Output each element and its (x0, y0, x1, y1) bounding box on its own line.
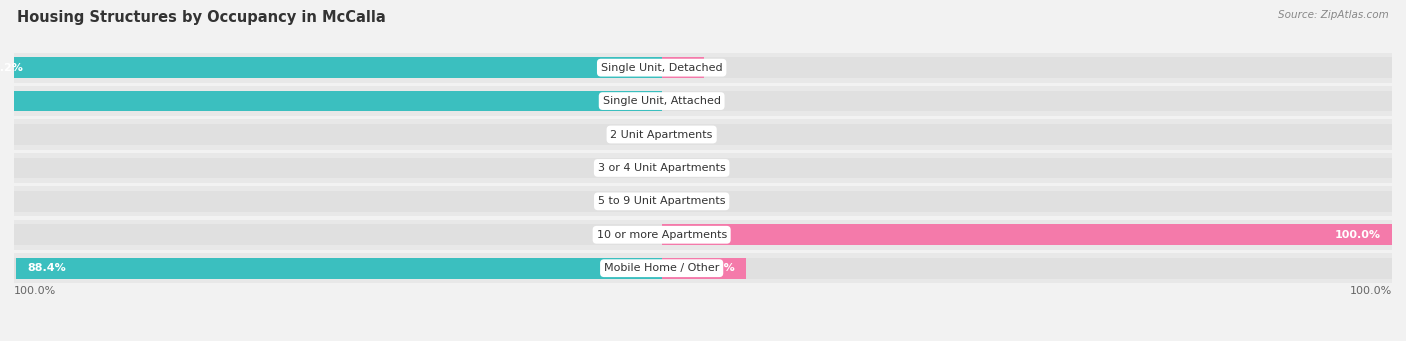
Text: 5 to 9 Unit Apartments: 5 to 9 Unit Apartments (598, 196, 725, 206)
Bar (0, 91, 662, 112)
Bar (662, 224, 1392, 245)
Text: 3 or 4 Unit Apartments: 3 or 4 Unit Apartments (598, 163, 725, 173)
Text: 0.0%: 0.0% (627, 230, 655, 240)
Text: 2 Unit Apartments: 2 Unit Apartments (610, 130, 713, 139)
Bar (662, 224, 1392, 245)
Text: 0.0%: 0.0% (669, 163, 697, 173)
Bar (0, 124, 662, 145)
Text: 11.6%: 11.6% (696, 263, 735, 273)
Bar (662, 91, 1392, 112)
Text: 100.0%: 100.0% (1334, 230, 1381, 240)
Text: 0.0%: 0.0% (669, 96, 697, 106)
Text: 0.0%: 0.0% (627, 163, 655, 173)
Bar (662, 57, 1392, 78)
Bar (14, 253, 1392, 283)
Bar (0, 258, 662, 279)
Text: 10 or more Apartments: 10 or more Apartments (596, 230, 727, 240)
Bar (662, 258, 1392, 279)
Bar (0, 191, 662, 212)
Bar (14, 220, 1392, 250)
Bar (0, 57, 662, 78)
Bar (0, 158, 662, 178)
Bar (0, 91, 662, 112)
Bar (662, 258, 747, 279)
Bar (662, 57, 704, 78)
Bar (14, 53, 1392, 83)
Text: Housing Structures by Occupancy in McCalla: Housing Structures by Occupancy in McCal… (17, 10, 385, 25)
Text: 0.0%: 0.0% (669, 130, 697, 139)
Text: 0.0%: 0.0% (627, 130, 655, 139)
Bar (0, 224, 662, 245)
Text: Source: ZipAtlas.com: Source: ZipAtlas.com (1278, 10, 1389, 20)
Text: 5.8%: 5.8% (662, 63, 693, 73)
Text: 88.4%: 88.4% (27, 263, 66, 273)
Text: Single Unit, Detached: Single Unit, Detached (600, 63, 723, 73)
Bar (14, 153, 1392, 183)
Text: 0.0%: 0.0% (627, 196, 655, 206)
Bar (14, 119, 1392, 150)
Text: 94.2%: 94.2% (0, 63, 24, 73)
Bar (662, 158, 1392, 178)
Bar (0, 57, 662, 78)
Bar (662, 124, 1392, 145)
Bar (14, 86, 1392, 116)
Text: 0.0%: 0.0% (669, 196, 697, 206)
Text: Single Unit, Attached: Single Unit, Attached (603, 96, 721, 106)
Text: Mobile Home / Other: Mobile Home / Other (605, 263, 720, 273)
Text: 100.0%: 100.0% (14, 286, 56, 296)
Bar (662, 191, 1392, 212)
Bar (14, 186, 1392, 217)
Text: 100.0%: 100.0% (1350, 286, 1392, 296)
Bar (15, 258, 662, 279)
